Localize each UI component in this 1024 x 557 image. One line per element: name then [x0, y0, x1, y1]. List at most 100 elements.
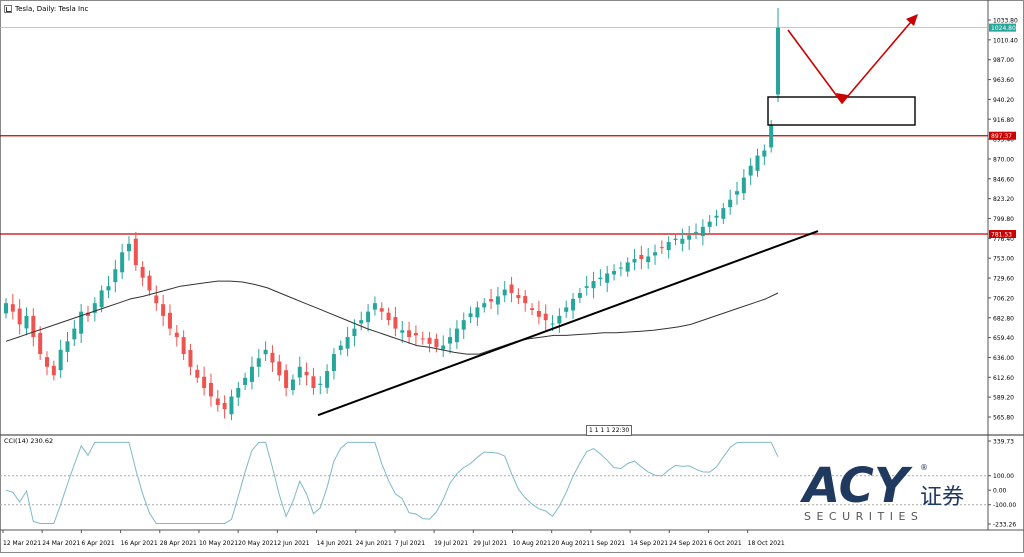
price-tick-label: 823.20: [993, 196, 1014, 203]
candle-body: [632, 259, 637, 263]
candle-body: [516, 295, 521, 299]
candle-body: [38, 333, 43, 355]
candle-body: [618, 267, 623, 269]
candle-body: [366, 311, 371, 323]
candle-body: [297, 366, 302, 378]
candle-body: [530, 308, 535, 310]
candle-body: [584, 286, 589, 288]
candle-body: [523, 296, 528, 304]
candle-body: [427, 337, 432, 344]
time-tick-label: 2 Jun 2021: [277, 540, 309, 547]
candle-body: [263, 349, 268, 355]
candle-body: [653, 252, 658, 256]
time-tick-label: 12 Mar 2021: [3, 540, 41, 547]
arrow-head-down: [836, 93, 848, 103]
price-tick-label: 612.60: [993, 375, 1014, 382]
candle-body: [195, 369, 200, 378]
candle-body: [379, 308, 384, 312]
current-price-tag-label: 1024.80: [991, 25, 1016, 32]
time-tick-label: 24 Sep 2021: [669, 540, 707, 547]
price-tick-label: 776.40: [993, 236, 1014, 243]
candle-body: [372, 303, 377, 310]
price-tick-label: 706.20: [993, 295, 1014, 302]
candle-body: [659, 247, 664, 249]
candle-body: [536, 310, 541, 317]
candle-body: [359, 320, 364, 324]
candle-body: [577, 292, 582, 298]
price-tick-label: 916.80: [993, 117, 1014, 124]
candle-body: [79, 311, 84, 334]
time-marker: 1 1 1 1 22:30: [586, 425, 633, 436]
price-tick-label: 753.00: [993, 256, 1014, 263]
candle-body: [106, 286, 111, 291]
price-tick-label: 636.00: [993, 355, 1014, 362]
candle-body: [181, 337, 186, 355]
candle-body: [31, 315, 36, 338]
candle-body: [85, 312, 90, 316]
candle-body: [256, 358, 261, 367]
time-tick-label: 10 Aug 2021: [512, 540, 551, 547]
candle-body: [434, 338, 439, 348]
candle-body: [284, 370, 289, 388]
candle-body: [707, 221, 712, 227]
candle-body: [345, 337, 350, 349]
candle-body: [92, 303, 97, 313]
candle-body: [591, 281, 596, 289]
candle-body: [304, 371, 309, 376]
candle-body: [461, 320, 466, 330]
level-price-tag-label: 781.53: [991, 231, 1012, 238]
candle-body: [639, 254, 644, 260]
candle-body: [229, 396, 234, 415]
candle-body: [400, 330, 405, 333]
time-tick-label: 6 Oct 2021: [708, 540, 741, 547]
candle-body: [188, 349, 193, 367]
candle-body: [126, 243, 131, 252]
time-tick-label: 24 Jun 2021: [356, 540, 392, 547]
current-price-tag: [989, 23, 1016, 32]
logo-cn: 证券: [920, 485, 964, 510]
candle-body: [202, 376, 207, 388]
candle-body: [386, 312, 391, 321]
projection-arrow: [787, 15, 917, 105]
candle-body: [557, 315, 562, 324]
price-tick-label: 729.60: [993, 276, 1014, 283]
candle-body: [140, 267, 145, 278]
candle-body: [393, 317, 398, 329]
time-tick-label: 10 May 2021: [199, 540, 238, 547]
candle-body: [215, 398, 220, 405]
price-tick-label: 659.40: [993, 335, 1014, 342]
time-tick-label: 6 Apr 2021: [81, 540, 114, 547]
time-tick-label: 28 Apr 2021: [160, 540, 197, 547]
window-title: Tesla, Daily: Tesla Inc: [4, 3, 88, 15]
candle-body: [154, 295, 159, 304]
candle-body: [161, 304, 166, 316]
time-tick-label: 29 Jul 2021: [473, 540, 507, 547]
candle-body: [174, 332, 179, 338]
time-tick-label: 14 Jun 2021: [317, 540, 353, 547]
candle-body: [44, 357, 49, 367]
price-tick-label: 682.80: [993, 315, 1014, 322]
level-price-tag: [989, 131, 1016, 140]
price-tick-label: 565.80: [993, 415, 1014, 422]
candle-body: [721, 208, 726, 219]
candle-body: [236, 387, 241, 398]
candle-body: [448, 337, 453, 344]
cci-tick-label: -233.26: [993, 522, 1016, 529]
logo-brand: ACY: [800, 458, 913, 514]
candle-body: [58, 349, 63, 371]
candle-body: [776, 27, 780, 95]
candle-body: [290, 379, 295, 391]
cci-line: [5, 441, 779, 524]
candle-body: [564, 307, 569, 312]
candle-body: [208, 382, 213, 397]
candle-body: [666, 242, 671, 251]
cci-tick-label: -100.00: [993, 502, 1016, 509]
candle-body: [454, 328, 459, 343]
candle-body: [762, 150, 767, 157]
cci-tick-label: 100.00: [993, 473, 1014, 480]
level-price-tag-label: 897.37: [991, 133, 1012, 140]
time-tick-label: 19 Jul 2021: [434, 540, 468, 547]
chart-window-icon[interactable]: [4, 5, 12, 13]
